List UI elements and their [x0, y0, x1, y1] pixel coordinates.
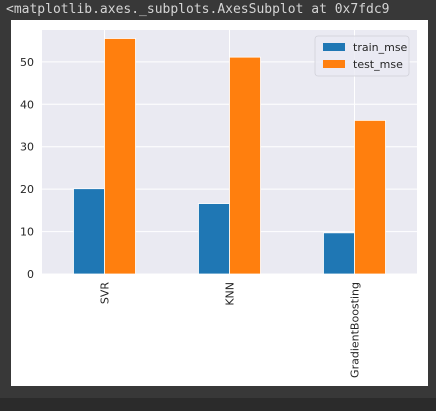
bar-test_mse-SVR: [104, 38, 136, 275]
y-tick-labels: 0 10 20 30 40 50: [20, 56, 34, 281]
bar-test_mse-GradientBoosting: [354, 119, 386, 275]
bar-train_mse-GradientBoosting: [323, 232, 355, 275]
x-tick-label: SVR: [99, 282, 112, 305]
bars: [73, 38, 386, 275]
figure: 0 10 20 30 40 50 SVR KNN GradientBoosting train…: [11, 20, 428, 386]
bar-chart: 0 10 20 30 40 50 SVR KNN GradientBoosting train…: [20, 30, 417, 378]
x-tick-label: KNN: [224, 282, 237, 306]
y-tick-label: 40: [20, 98, 34, 111]
legend-swatch-test_mse: [323, 60, 345, 68]
y-tick-label: 20: [20, 183, 34, 196]
cell-bottom-strip: [0, 398, 436, 411]
y-tick-label: 30: [20, 141, 34, 154]
y-tick-label: 50: [20, 56, 34, 69]
legend-swatch-train_mse: [323, 43, 345, 51]
x-tick-label: GradientBoosting: [349, 282, 362, 378]
legend: train_mse test_mse: [314, 35, 410, 77]
bar-test_mse-KNN: [229, 56, 261, 275]
y-tick-label: 0: [27, 268, 34, 281]
x-tick-labels: SVR KNN GradientBoosting: [99, 282, 362, 378]
bar-train_mse-SVR: [73, 188, 105, 275]
y-tick-label: 10: [20, 226, 34, 239]
legend-label-test_mse: test_mse: [353, 58, 403, 71]
cell-output-repr: <matplotlib.axes._subplots.AxesSubplot a…: [6, 2, 390, 17]
bar-train_mse-KNN: [198, 203, 230, 275]
legend-label-train_mse: train_mse: [353, 41, 408, 54]
